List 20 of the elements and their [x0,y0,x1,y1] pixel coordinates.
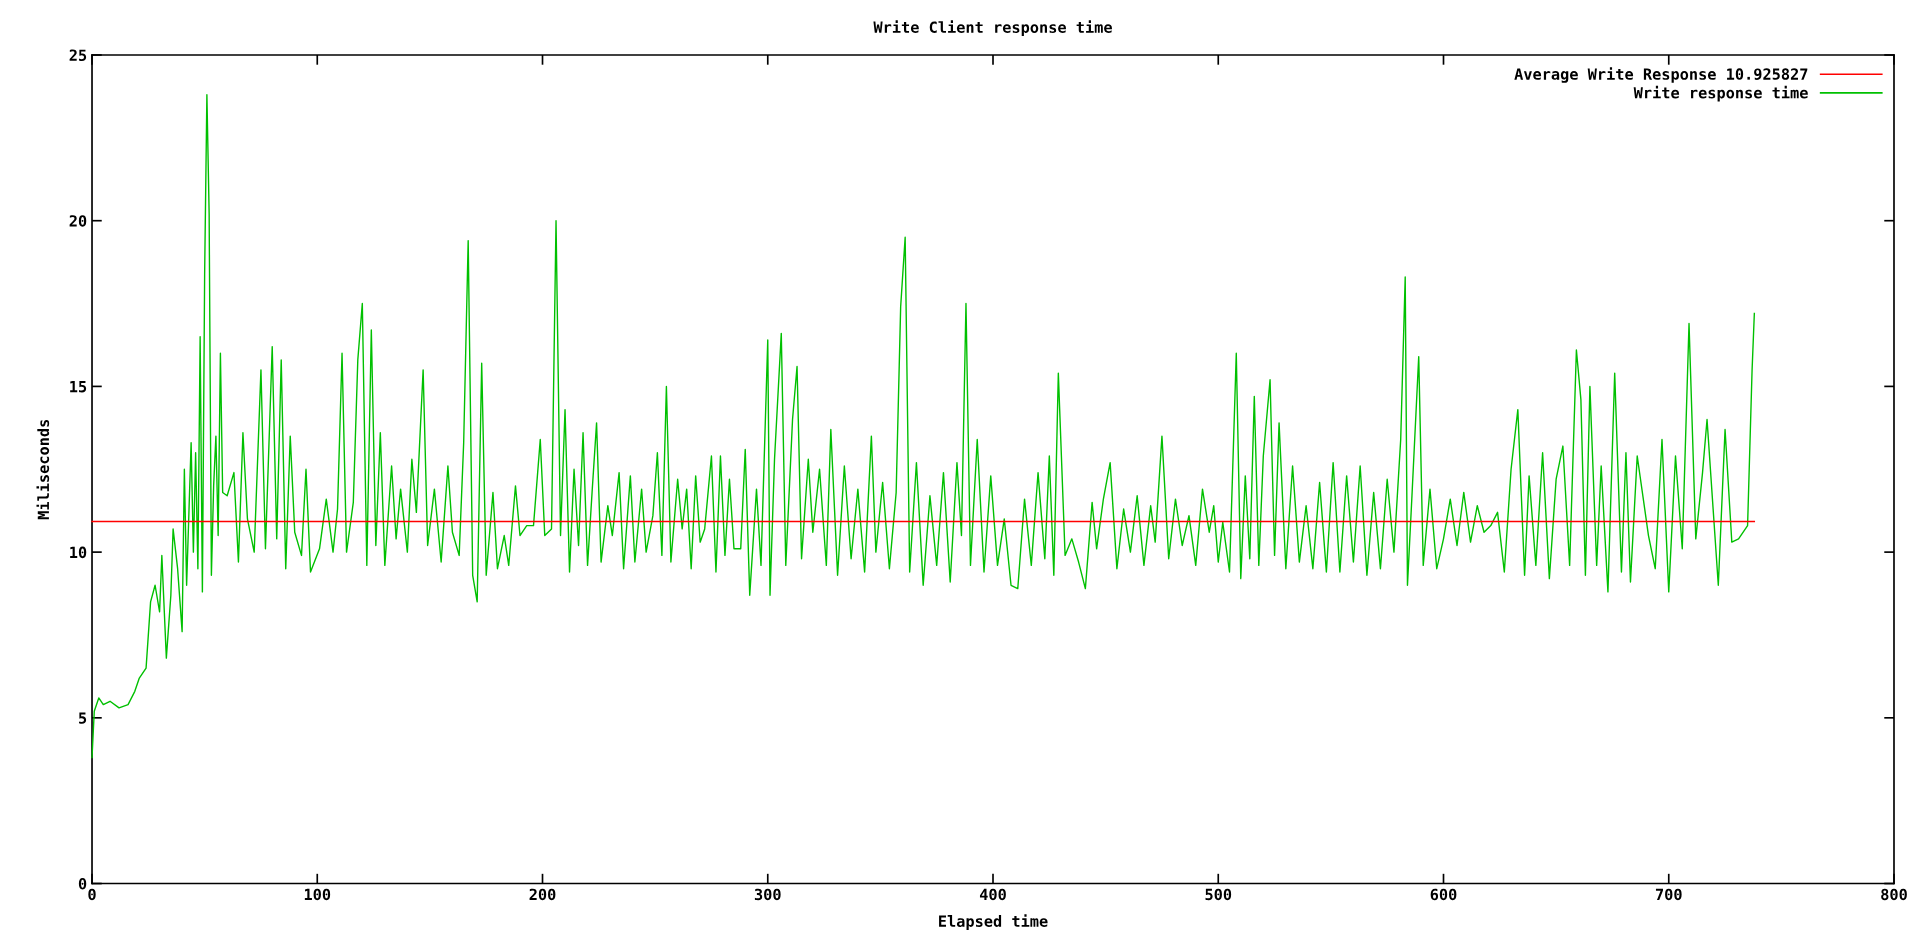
x-tick-label: 100 [304,888,331,901]
y-tick-label: 25 [69,49,87,62]
x-tick-label: 0 [88,888,96,901]
y-tick-label: 20 [69,215,87,227]
x-tick-label: 700 [1655,888,1682,901]
x-tick-label: 400 [979,888,1006,901]
y-axis-title: Miliseconds [36,419,50,520]
x-tick-label: 500 [1205,888,1232,901]
x-tick-label: 600 [1430,888,1457,901]
chart-title: Write Client response time [873,20,1112,36]
x-tick-label: 800 [1881,888,1907,901]
legend-label: Average Write Response 10.925827 [1514,67,1808,83]
y-tick-label: 0 [78,878,87,890]
y-tick-label: 15 [70,381,87,393]
legend-label: Write response time [1633,85,1808,102]
x-tick-label: 200 [529,888,556,901]
x-tick-label: 300 [754,888,781,901]
y-tick-label: 5 [79,712,87,724]
y-tick-label: 10 [70,546,87,559]
x-axis-title: Elapsed time [939,914,1048,930]
